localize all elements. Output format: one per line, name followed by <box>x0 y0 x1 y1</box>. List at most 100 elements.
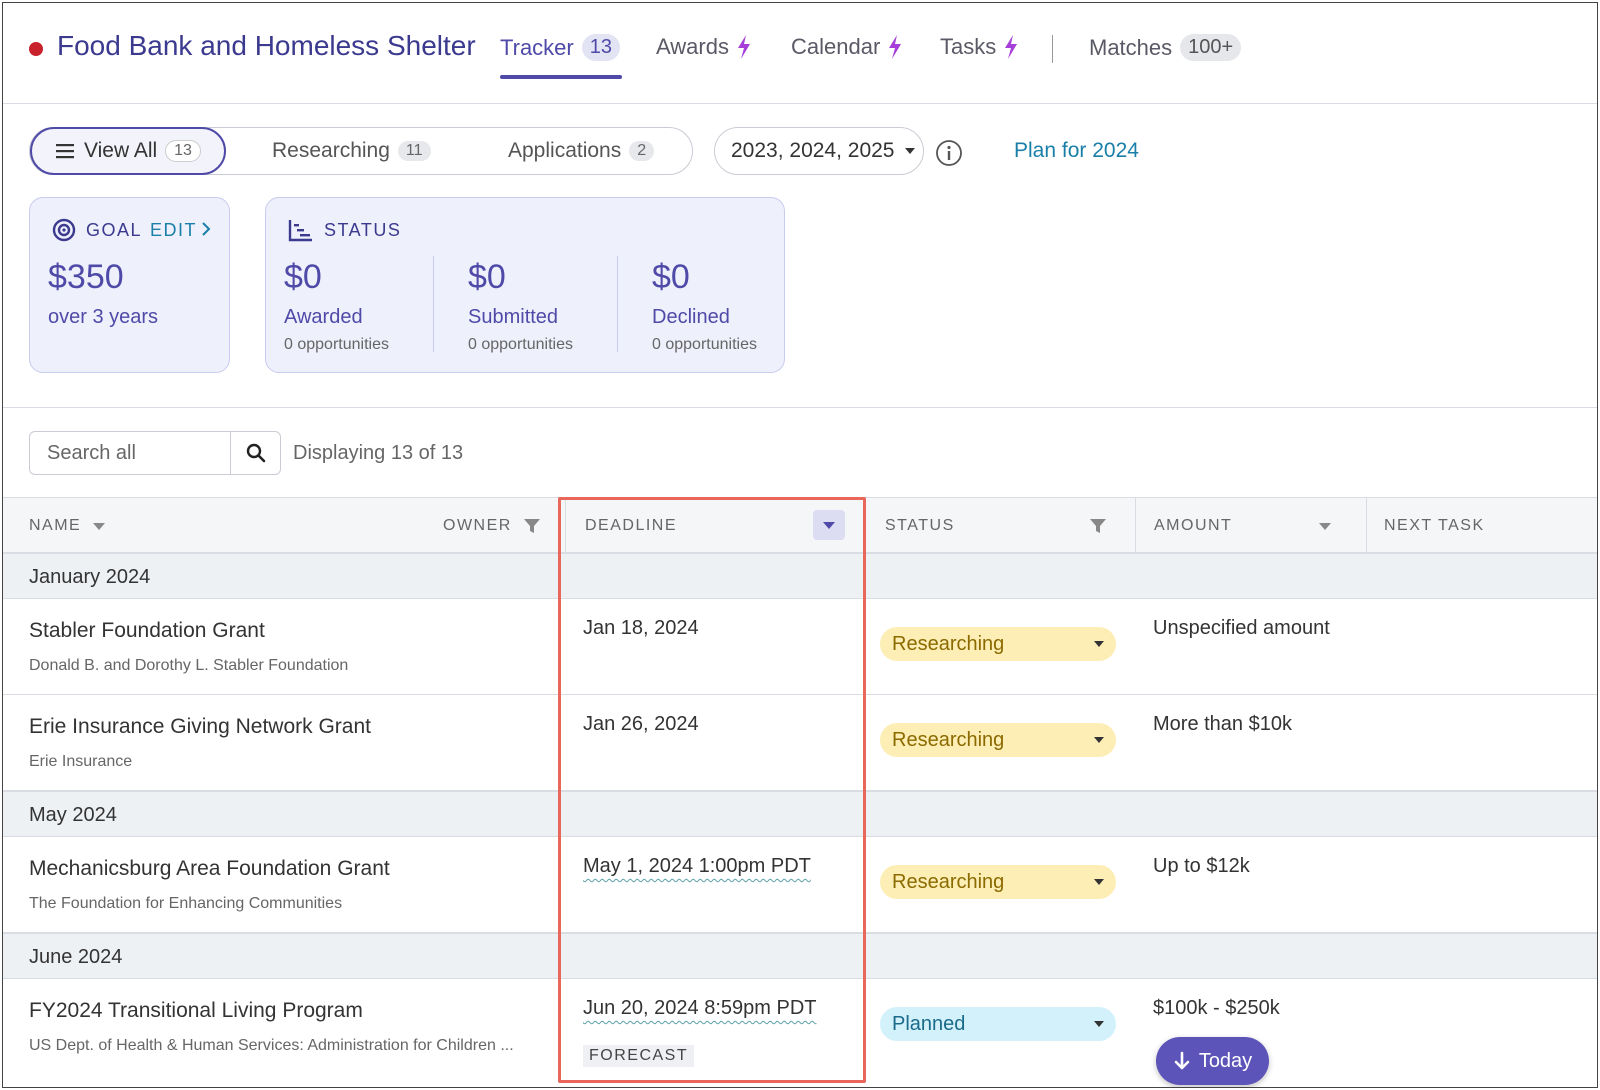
view-filter-segmented: View All 13 Researching 11 Applications … <box>29 127 693 175</box>
status-card: STATUS $0 Awarded 0 opportunities $0 Sub… <box>265 197 785 373</box>
segment-researching-label: Researching <box>272 139 390 162</box>
column-owner-label: OWNER <box>443 517 512 534</box>
opportunity-name[interactable]: Erie Insurance Giving Network Grant <box>29 715 371 738</box>
opportunity-name[interactable]: FY2024 Transitional Living Program <box>29 999 363 1022</box>
segment-applications[interactable]: Applications 2 <box>508 139 655 163</box>
status-dropdown[interactable]: Researching <box>880 723 1116 757</box>
column-header-deadline[interactable]: DEADLINE <box>585 517 677 535</box>
nav-divider <box>1052 35 1053 63</box>
goal-header: GOAL EDIT <box>52 218 211 242</box>
column-header-owner[interactable]: OWNER <box>443 517 540 535</box>
matches-count-badge: 100+ <box>1180 34 1242 61</box>
segment-researching-count: 11 <box>397 141 431 161</box>
tab-tracker[interactable]: Tracker 13 <box>500 34 620 61</box>
top-nav: Food Bank and Homeless Shelter Tracker 1… <box>3 3 1597 104</box>
segment-applications-count: 2 <box>629 141 655 161</box>
opportunity-name[interactable]: Mechanicsburg Area Foundation Grant <box>29 857 390 880</box>
search-input[interactable] <box>30 432 230 474</box>
table-row[interactable]: Stabler Foundation Grant Donald B. and D… <box>3 599 1597 695</box>
status-value: Researching <box>892 728 1005 751</box>
lightning-bolt-icon <box>737 35 750 59</box>
search-button[interactable] <box>230 432 280 474</box>
sort-caret-icon[interactable] <box>1319 523 1331 530</box>
declined-amount: $0 <box>652 258 690 296</box>
group-row: June 2024 <box>3 933 1597 979</box>
active-tab-indicator <box>500 75 622 79</box>
status-dropdown[interactable]: Planned <box>880 1007 1116 1041</box>
funder-name: The Foundation for Enhancing Communities <box>29 895 343 912</box>
segment-view-all-label: View All <box>84 139 158 162</box>
status-card-label: STATUS <box>324 219 402 240</box>
filter-icon[interactable] <box>1090 518 1106 534</box>
column-status-label: STATUS <box>885 517 955 534</box>
deadline-value: Jun 20, 2024 8:59pm PDT <box>583 997 817 1019</box>
filter-icon <box>523 519 540 533</box>
search-icon <box>246 443 265 463</box>
column-header-amount[interactable]: AMOUNT <box>1154 517 1232 535</box>
opportunity-name[interactable]: Stabler Foundation Grant <box>29 619 265 642</box>
funder-name: Donald B. and Dorothy L. Stabler Foundat… <box>29 657 349 674</box>
tracker-count-badge: 13 <box>581 34 620 61</box>
declined-count: 0 opportunities <box>652 336 757 353</box>
submitted-label: Submitted <box>468 306 559 328</box>
lightning-bolt-icon <box>889 35 902 59</box>
awarded-label: Awarded <box>284 306 363 328</box>
tab-tasks[interactable]: Tasks <box>940 34 1020 60</box>
tab-matches-label: Matches <box>1089 34 1173 60</box>
card-divider <box>617 256 618 352</box>
table-row[interactable]: FY2024 Transitional Living Program US De… <box>3 979 1597 1087</box>
group-label: June 2024 <box>29 946 123 968</box>
group-label: May 2024 <box>29 804 117 826</box>
segment-researching[interactable]: Researching 11 <box>272 139 431 163</box>
table-row[interactable]: Erie Insurance Giving Network Grant Erie… <box>3 695 1597 791</box>
group-label: January 2024 <box>29 566 151 588</box>
status-dropdown[interactable]: Researching <box>880 627 1116 661</box>
status-value: Planned <box>892 1012 966 1035</box>
amount-value: Unspecified amount <box>1153 617 1330 639</box>
column-header-next-task[interactable]: NEXT TASK <box>1384 517 1485 535</box>
declined-label: Declined <box>652 306 730 328</box>
today-button-label: Today <box>1198 1049 1253 1072</box>
tab-tasks-label: Tasks <box>940 34 997 59</box>
group-row: January 2024 <box>3 553 1597 599</box>
goal-label: GOAL <box>86 219 143 240</box>
deadline-value: Jan 26, 2024 <box>583 713 699 735</box>
goal-card: GOAL EDIT $350 over 3 years <box>29 197 230 373</box>
forecast-badge: FORECAST <box>583 1045 695 1067</box>
status-dropdown[interactable]: Researching <box>880 865 1116 899</box>
tab-matches[interactable]: Matches 100+ <box>1089 34 1242 61</box>
chevron-down-icon <box>1094 737 1104 743</box>
deadline-sort-button[interactable] <box>813 510 845 540</box>
column-amount-label: AMOUNT <box>1154 517 1233 534</box>
tab-awards[interactable]: Awards <box>656 34 753 60</box>
sort-caret-icon <box>93 522 106 530</box>
amount-value: $100k - $250k <box>1153 997 1280 1019</box>
column-header-name[interactable]: NAME <box>29 517 106 535</box>
amount-value: Up to $12k <box>1153 855 1250 877</box>
year-select[interactable]: 2023, 2024, 2025 <box>714 127 924 175</box>
column-header-status[interactable]: STATUS <box>885 517 955 535</box>
goal-edit-link[interactable]: EDIT <box>150 220 211 241</box>
table-header: NAME OWNER DEADLINE STATUS AMOUNT N <box>3 497 1597 553</box>
status-value: Researching <box>892 870 1005 893</box>
segment-view-all[interactable]: View All 13 <box>30 127 226 175</box>
tab-calendar[interactable]: Calendar <box>791 34 904 60</box>
goal-edit-label: EDIT <box>150 219 198 240</box>
column-name-label: NAME <box>29 517 82 534</box>
goal-amount: $350 <box>48 258 124 296</box>
today-button[interactable]: Today <box>1156 1037 1269 1085</box>
goal-period: over 3 years <box>48 306 159 328</box>
status-value: Researching <box>892 632 1005 655</box>
chevron-down-icon <box>904 148 915 154</box>
info-icon[interactable] <box>935 139 963 167</box>
submitted-count: 0 opportunities <box>468 336 573 353</box>
org-title[interactable]: Food Bank and Homeless Shelter <box>57 30 476 61</box>
segment-view-all-count: 13 <box>165 140 201 162</box>
table-row[interactable]: Mechanicsburg Area Foundation Grant The … <box>3 837 1597 933</box>
status-card-header: STATUS <box>288 218 401 242</box>
segment-applications-label: Applications <box>508 139 622 162</box>
submitted-amount: $0 <box>468 258 506 296</box>
amount-value: More than $10k <box>1153 713 1292 735</box>
plan-link[interactable]: Plan for 2024 <box>1014 139 1139 162</box>
